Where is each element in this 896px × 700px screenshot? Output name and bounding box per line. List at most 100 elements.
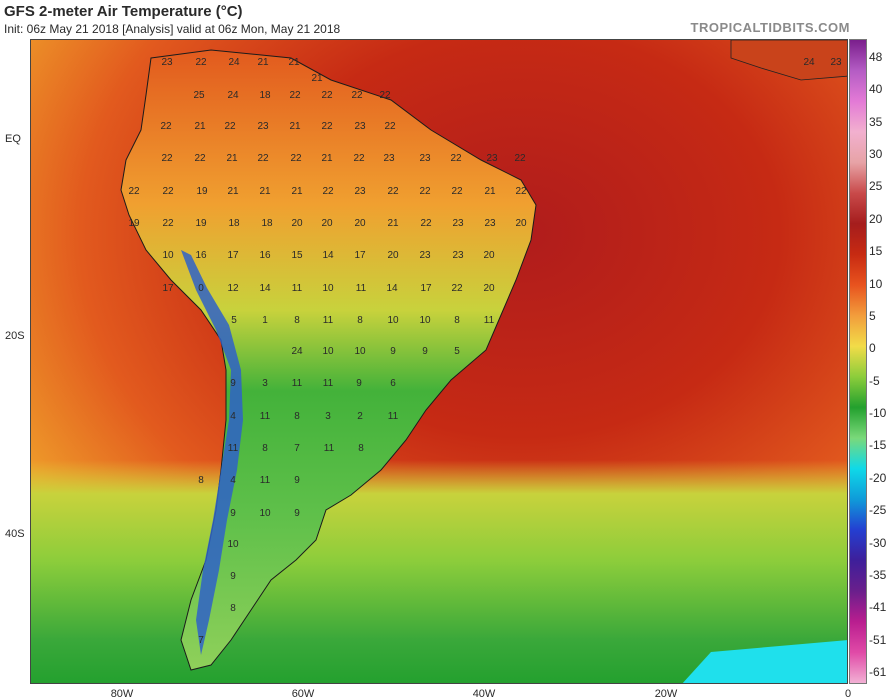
temperature-value-label: 22 <box>162 186 174 197</box>
temperature-value-label: 16 <box>195 250 207 261</box>
temperature-value-label: 9 <box>422 346 428 357</box>
temperature-value-label: 22 <box>353 153 365 164</box>
temperature-value-label: 22 <box>257 153 269 164</box>
temperature-value-label: 11 <box>260 475 271 486</box>
temperature-value-label: 22 <box>128 186 140 197</box>
temperature-value-label: 11 <box>292 378 303 389</box>
temperature-value-label: 15 <box>291 250 303 261</box>
temperature-value-label: 20 <box>483 250 495 261</box>
temperature-value-label: 8 <box>454 315 460 326</box>
temperature-value-label: 23 <box>452 250 464 261</box>
temperature-value-label: 22 <box>322 186 334 197</box>
temperature-value-label: 21 <box>321 153 333 164</box>
temperature-value-label: 23 <box>830 57 842 68</box>
temperature-value-label: 10 <box>354 346 366 357</box>
colorbar-tick-label: -61 <box>869 665 887 679</box>
temperature-value-label: 5 <box>231 315 237 326</box>
temperature-value-label: 22 <box>451 186 463 197</box>
temperature-value-label: 23 <box>257 121 269 132</box>
temperature-value-label: 10 <box>322 346 334 357</box>
temperature-value-label: 19 <box>128 218 140 229</box>
temperature-value-label: 23 <box>486 153 498 164</box>
temperature-value-label: 11 <box>484 315 495 326</box>
temperature-value-label: 8 <box>358 443 364 454</box>
colorbar-tick-label: 20 <box>869 211 883 226</box>
temperature-value-label: 10 <box>387 315 399 326</box>
temperature-value-label: 22 <box>451 283 463 294</box>
temperature-value-label: 22 <box>420 218 432 229</box>
lon-label-40w: 40W <box>472 688 496 700</box>
temperature-value-label: 22 <box>384 121 396 132</box>
temperature-value-label: 20 <box>515 218 527 229</box>
temperature-value-label: 21 <box>387 218 399 229</box>
colorbar-tick-label: 5 <box>869 308 876 323</box>
temperature-value-label: 8 <box>262 443 268 454</box>
temperature-value-label: 9 <box>230 508 236 519</box>
temperature-value-label: 20 <box>483 283 495 294</box>
temperature-value-label: 24 <box>291 346 303 357</box>
temperature-value-label: 20 <box>387 250 399 261</box>
temperature-value-label: 23 <box>419 250 431 261</box>
temperature-value-label: 3 <box>262 378 268 389</box>
colorbar-tick-label: 30 <box>869 147 883 162</box>
colorbar-tick-label: -15 <box>869 438 887 453</box>
temperature-value-label: 1 <box>262 315 268 326</box>
temperature-value-label: 11 <box>323 315 334 326</box>
temperature-value-label: 24 <box>228 57 240 68</box>
temperature-value-label: 21 <box>291 186 303 197</box>
valid-time-subtitle: Init: 06z May 21 2018 [Analysis] valid a… <box>4 22 341 36</box>
temperature-value-label: 10 <box>419 315 431 326</box>
temperature-value-label: 3 <box>325 411 331 422</box>
temperature-value-label: 22 <box>195 57 207 68</box>
temperature-value-label: 17 <box>227 250 239 261</box>
temperature-value-label: 9 <box>294 475 300 486</box>
temperature-map: 23 22 24 21 21 21 24 23 25 24 18 22 22 22 22 22 21 22 23 21… <box>30 39 848 684</box>
colorbar-tick-label: -35 <box>869 567 887 582</box>
temperature-value-label: 17 <box>354 250 366 261</box>
colorbar-tick-label: -30 <box>869 535 887 550</box>
temperature-value-label: 20 <box>291 218 303 229</box>
temperature-value-label: 10 <box>259 508 271 519</box>
temperature-value-label: 14 <box>259 283 271 294</box>
temperature-value-label: 22 <box>161 153 173 164</box>
temperature-value-label: 20 <box>354 218 366 229</box>
temperature-value-label: 22 <box>194 153 206 164</box>
temperature-value-label: 19 <box>196 186 208 197</box>
lon-label-60w: 60W <box>291 688 315 700</box>
temperature-value-label: 22 <box>387 186 399 197</box>
temperature-value-label: 22 <box>450 153 462 164</box>
temperature-value-label: 4 <box>230 475 236 486</box>
brand-watermark[interactable]: TROPICALTIDBITS.COM <box>690 20 850 35</box>
temperature-value-label: 18 <box>259 90 271 101</box>
lat-label-20s: 20S <box>5 330 25 342</box>
temperature-value-label: 20 <box>321 218 333 229</box>
antarctic-cold-patch <box>682 640 847 683</box>
temperature-value-label: 8 <box>198 475 204 486</box>
lon-label-0: 0 <box>844 688 852 700</box>
temperature-value-label: 8 <box>230 603 236 614</box>
temperature-value-label: 11 <box>324 443 335 454</box>
temperature-value-label: 6 <box>390 378 396 389</box>
colorbar-tick-label: -5 <box>869 373 880 388</box>
colorbar-tick-label: 10 <box>869 276 883 291</box>
temperature-value-label: 21 <box>311 73 323 84</box>
temperature-value-label: 22 <box>290 153 302 164</box>
temperature-value-label: 16 <box>259 250 271 261</box>
colorbar-tick-label: 48 <box>869 50 883 64</box>
temperature-value-label: 22 <box>514 153 526 164</box>
temperature-value-label: 9 <box>390 346 396 357</box>
temperature-value-label: 11 <box>260 411 271 422</box>
temperature-value-label: 21 <box>289 121 301 132</box>
colorbar-tick-label: -10 <box>869 406 887 421</box>
temperature-value-label: 21 <box>259 186 271 197</box>
temperature-value-label: 8 <box>294 411 300 422</box>
lat-label-eq: EQ <box>5 133 21 145</box>
temperature-colorbar <box>849 39 867 684</box>
colorbar-tick-label: 25 <box>869 179 883 194</box>
temperature-value-label: 23 <box>383 153 395 164</box>
temperature-value-label: 22 <box>289 90 301 101</box>
temperature-value-label: 10 <box>162 250 174 261</box>
temperature-value-label: 21 <box>484 186 496 197</box>
temperature-value-label: 2 <box>357 411 363 422</box>
